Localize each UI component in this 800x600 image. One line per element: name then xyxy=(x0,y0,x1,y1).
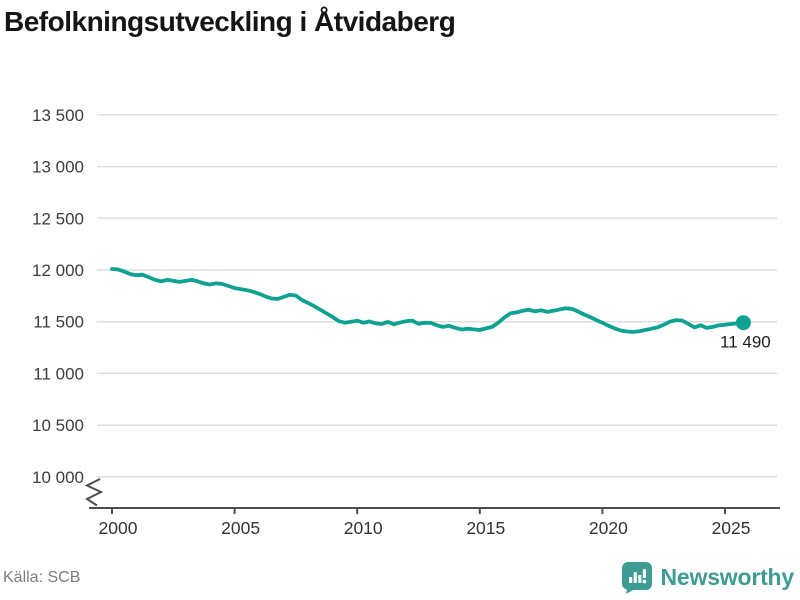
y-tick-label: 10 000 xyxy=(32,468,84,487)
y-tick-label: 10 500 xyxy=(32,416,84,435)
x-tick-label: 2010 xyxy=(344,518,383,538)
y-tick-label: 12 000 xyxy=(32,261,84,280)
badge-bubble-shape xyxy=(621,562,652,594)
x-tick-label: 2000 xyxy=(99,518,138,538)
end-point-value-label: 11 490 xyxy=(720,333,771,352)
source-caption: Källa: SCB xyxy=(3,569,81,586)
y-tick-label: 12 500 xyxy=(32,209,84,228)
x-tick-label: 2005 xyxy=(221,518,260,538)
x-tick-label: 2025 xyxy=(712,518,751,538)
y-tick-label: 11 500 xyxy=(33,313,84,332)
x-tick-label: 2015 xyxy=(466,518,505,538)
newsworthy-logo: Newsworthy xyxy=(621,561,794,594)
badge-bars-glyph xyxy=(628,569,646,584)
axis-break-icon xyxy=(84,478,104,507)
y-tick-label: 13 500 xyxy=(32,106,84,125)
y-tick-label: 13 000 xyxy=(32,158,84,177)
y-tick-label: 11 000 xyxy=(33,364,84,383)
newsworthy-bar-chart-badge-icon xyxy=(621,562,652,594)
chart-title: Befolkningsutveckling i Åtvidaberg xyxy=(4,6,456,37)
end-point-marker xyxy=(735,315,751,331)
population-line xyxy=(110,267,746,334)
x-tick-label: 2020 xyxy=(589,518,628,538)
newsworthy-logo-text: Newsworthy xyxy=(660,564,795,590)
